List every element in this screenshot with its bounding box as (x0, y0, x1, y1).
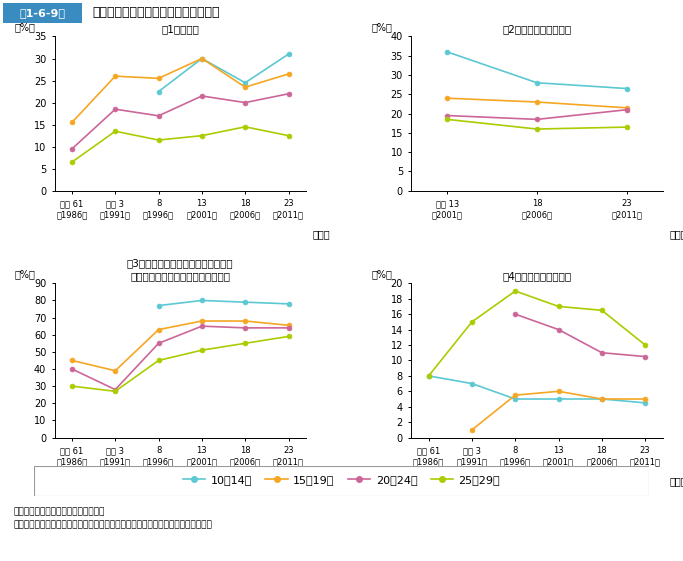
Text: （年）: （年） (669, 476, 683, 486)
Text: （%）: （%） (14, 22, 36, 32)
Text: （%）: （%） (14, 269, 36, 279)
Text: （年）: （年） (669, 229, 683, 240)
Text: （%）: （%） (371, 269, 392, 279)
Legend: 10～14歳, 15～19歳, 20～24歳, 25～29歳: 10～14歳, 15～19歳, 20～24歳, 25～29歳 (178, 470, 505, 489)
Text: （%）: （%） (371, 22, 392, 32)
Title: （4）観光旅行（海外）: （4）観光旅行（海外） (503, 271, 572, 281)
Text: 自由時間における主な活動の行動者率: 自由時間における主な活動の行動者率 (92, 6, 220, 19)
Text: （年）: （年） (313, 229, 331, 240)
FancyBboxPatch shape (3, 3, 82, 23)
Text: 第1-6-9図: 第1-6-9図 (19, 8, 66, 17)
Text: （注）行動者率とは，１年間に上記活動を行った者の当該属性人口に占める割合。: （注）行動者率とは，１年間に上記活動を行った者の当該属性人口に占める割合。 (14, 520, 212, 529)
FancyBboxPatch shape (34, 466, 649, 496)
Text: （出典）総務省「社会生活基本調査」: （出典）総務省「社会生活基本調査」 (14, 508, 105, 517)
Text: （年）: （年） (313, 476, 331, 486)
Title: （1）外国語: （1）外国語 (161, 24, 199, 34)
Title: （2）ボランティア活動: （2）ボランティア活動 (503, 24, 572, 34)
Title: （3）テレビゲーム・パソコンゲーム
（家庭で行うもの，携帯用を含む）: （3）テレビゲーム・パソコンゲーム （家庭で行うもの，携帯用を含む） (127, 258, 234, 281)
